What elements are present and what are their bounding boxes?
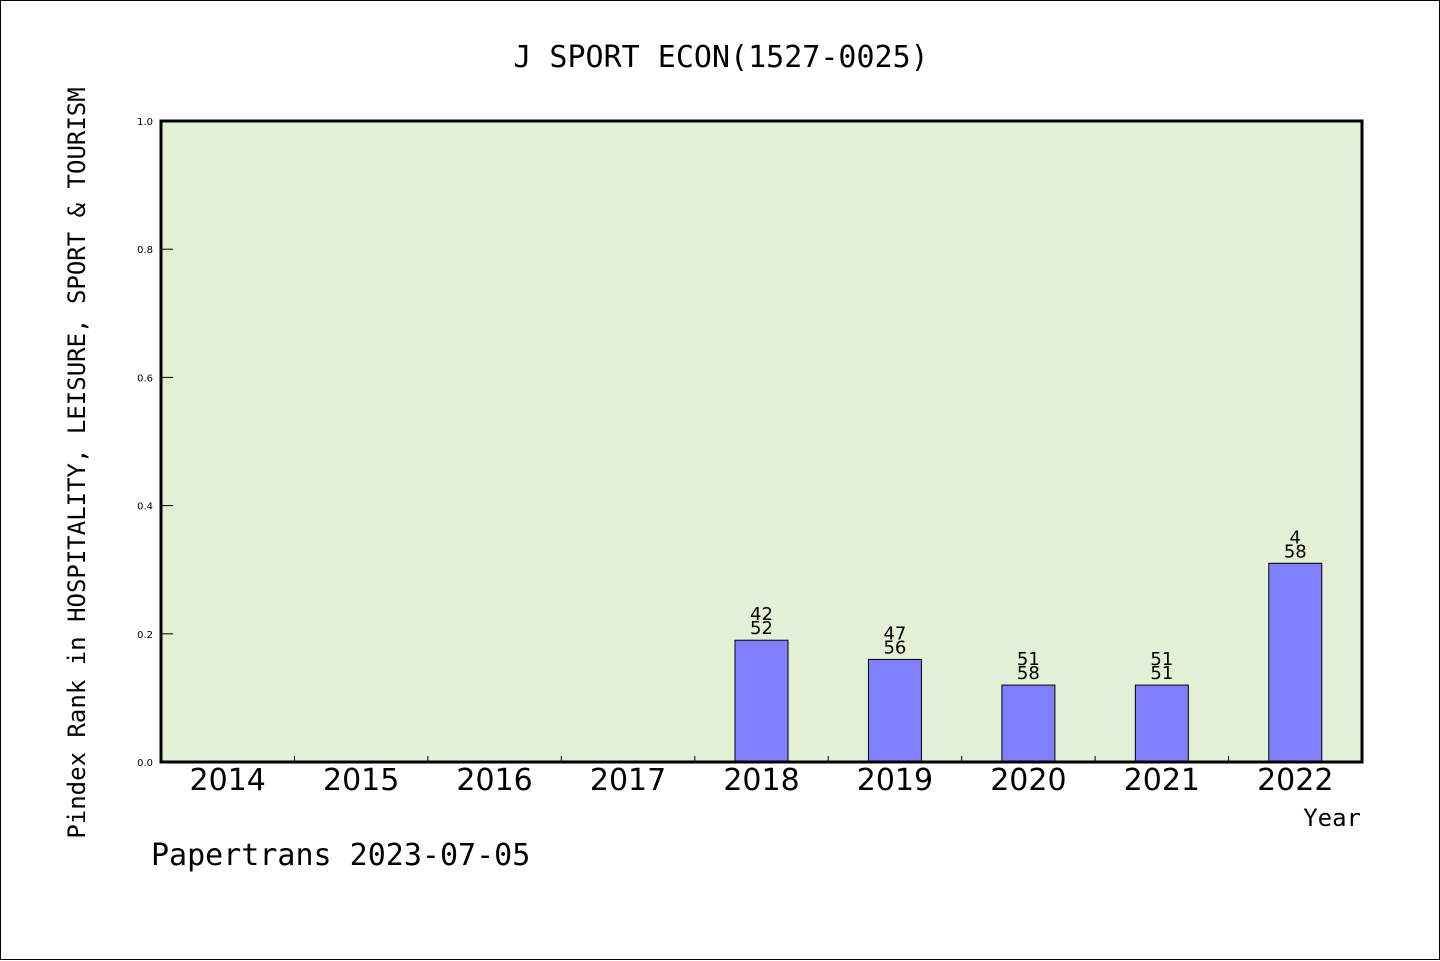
- bar: [734, 639, 789, 763]
- bar-label-bottom: 52: [750, 618, 773, 639]
- x-tick-label: 2014: [190, 763, 266, 798]
- y-tick-label: 1.0: [137, 117, 153, 128]
- bar: [1134, 684, 1189, 763]
- y-tick-label: 0.2: [137, 630, 153, 641]
- x-tick-label: 2017: [590, 763, 666, 798]
- y-tick-label: 0.8: [137, 245, 153, 256]
- bar-label-bottom: 58: [1017, 663, 1040, 684]
- x-tick-label: 2022: [1257, 763, 1333, 798]
- x-tick-label: 2016: [456, 763, 532, 798]
- bar-label-bottom: 58: [1284, 541, 1307, 562]
- plot-border: [159, 119, 1364, 764]
- bar-label-bottom: 51: [1150, 663, 1173, 684]
- footer-text: Papertrans 2023-07-05: [151, 838, 530, 873]
- bar-label-top: 4: [1290, 527, 1301, 548]
- x-tick-label: 2021: [1124, 763, 1200, 798]
- bar-label-top: 51: [1150, 649, 1173, 670]
- bar: [867, 658, 922, 763]
- x-tick-label: 2020: [990, 763, 1066, 798]
- bar-series: [734, 562, 1323, 763]
- bar-label-bottom: 56: [883, 637, 906, 658]
- bar-label-top: 51: [1017, 649, 1040, 670]
- x-tick-label: 2018: [723, 763, 799, 798]
- bar-label-top: 42: [750, 604, 773, 625]
- bar: [1001, 684, 1056, 763]
- y-tick-label: 0.0: [137, 758, 153, 769]
- y-tick-label: 0.6: [137, 373, 153, 384]
- bar-label-top: 47: [883, 623, 906, 644]
- bar: [1268, 562, 1323, 763]
- x-tick-label: 2019: [857, 763, 933, 798]
- x-axis-label: Year: [1303, 804, 1361, 832]
- y-axis-label: Pindex Rank in HOSPITALITY, LEISURE, SPO…: [63, 87, 91, 838]
- y-tick-label: 0.4: [137, 502, 153, 513]
- x-axis-ticks: 2014 2015 2016 2017 2018 2019 2020 2021 2022: [190, 756, 1333, 798]
- chart-title: J SPORT ECON(1527-0025): [513, 40, 928, 75]
- x-tick-label: 2015: [323, 763, 399, 798]
